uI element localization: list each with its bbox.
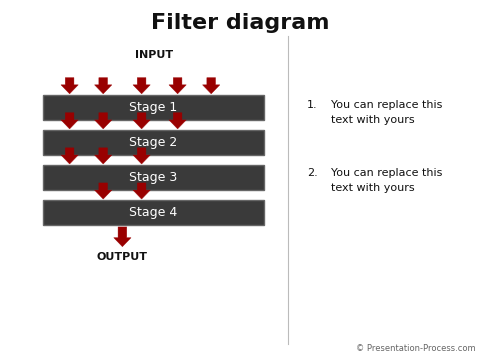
FancyBboxPatch shape xyxy=(43,165,264,190)
Polygon shape xyxy=(95,183,112,199)
Polygon shape xyxy=(133,183,150,199)
Polygon shape xyxy=(114,227,131,247)
Polygon shape xyxy=(169,78,186,94)
FancyBboxPatch shape xyxy=(43,200,264,225)
Text: © Presentation-Process.com: © Presentation-Process.com xyxy=(356,344,475,353)
Polygon shape xyxy=(95,148,112,164)
Text: You can replace this
text with yours: You can replace this text with yours xyxy=(331,168,443,193)
Text: Filter diagram: Filter diagram xyxy=(151,13,329,33)
Polygon shape xyxy=(95,78,112,94)
FancyBboxPatch shape xyxy=(43,95,264,120)
Polygon shape xyxy=(133,148,150,164)
Text: 1.: 1. xyxy=(307,100,318,110)
Text: 2.: 2. xyxy=(307,168,318,178)
Text: Stage 1: Stage 1 xyxy=(130,101,178,114)
Polygon shape xyxy=(61,78,78,94)
Polygon shape xyxy=(203,78,220,94)
Text: INPUT: INPUT xyxy=(134,50,173,61)
FancyBboxPatch shape xyxy=(43,130,264,155)
Polygon shape xyxy=(95,113,112,129)
Text: Stage 4: Stage 4 xyxy=(130,206,178,219)
Polygon shape xyxy=(133,113,150,129)
Polygon shape xyxy=(61,113,78,129)
Polygon shape xyxy=(169,113,186,129)
Polygon shape xyxy=(133,78,150,94)
Text: Stage 3: Stage 3 xyxy=(130,171,178,184)
Text: Stage 2: Stage 2 xyxy=(130,136,178,149)
Text: You can replace this
text with yours: You can replace this text with yours xyxy=(331,100,443,125)
Polygon shape xyxy=(61,148,78,164)
Text: OUTPUT: OUTPUT xyxy=(97,252,148,262)
